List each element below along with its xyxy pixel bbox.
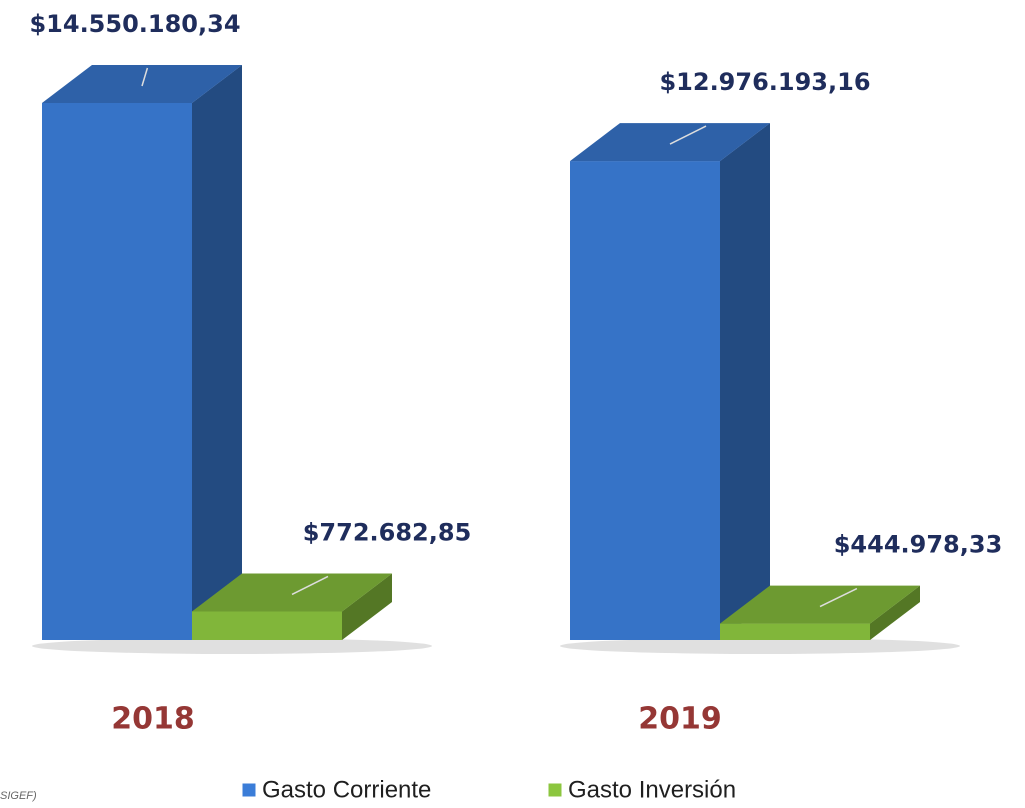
bar <box>720 585 920 640</box>
category-label: 2019 <box>638 702 722 737</box>
bar <box>192 573 392 640</box>
bar-top <box>192 573 392 612</box>
bar-front-shade <box>720 623 870 640</box>
legend-swatch <box>547 782 563 798</box>
category-label: 2018 <box>111 702 195 737</box>
bar-top <box>570 123 770 162</box>
leader-line <box>291 575 329 596</box>
bar-top-shade <box>192 573 392 612</box>
legend-swatch <box>241 782 257 798</box>
bar <box>42 65 242 640</box>
bar-front-shade <box>192 611 342 640</box>
leader-line <box>141 67 149 87</box>
shadow <box>560 638 960 654</box>
bar-front <box>570 161 720 640</box>
bar-side <box>870 585 920 640</box>
shadow <box>32 638 432 654</box>
value-label: $14.550.180,34 <box>29 10 240 38</box>
legend-label: Gasto Inversión <box>568 776 736 803</box>
bar-front-shade <box>42 103 192 640</box>
bar-side-shade <box>720 123 770 641</box>
bar-front <box>192 611 342 640</box>
value-label: $444.978,33 <box>834 531 1003 559</box>
source-note: SIGEF) <box>0 790 37 802</box>
bar-side <box>720 123 770 641</box>
bar-side-shade <box>192 65 242 640</box>
bar-front <box>720 623 870 640</box>
value-label: $12.976.193,16 <box>659 68 870 96</box>
bar-top-shade <box>720 585 920 624</box>
bar-side-shade <box>870 585 920 640</box>
bar-side-shade <box>342 573 392 640</box>
bar-side <box>192 65 242 640</box>
bar-top <box>720 585 920 624</box>
legend-label: Gasto Corriente <box>262 776 431 803</box>
leader-line <box>669 125 707 145</box>
bar-top-shade <box>570 123 770 162</box>
bar-front-shade <box>570 161 720 640</box>
leader-line <box>819 587 858 608</box>
bar-side <box>342 573 392 640</box>
bar-front <box>42 103 192 640</box>
value-label: $772.682,85 <box>303 518 472 546</box>
bar <box>570 123 770 641</box>
